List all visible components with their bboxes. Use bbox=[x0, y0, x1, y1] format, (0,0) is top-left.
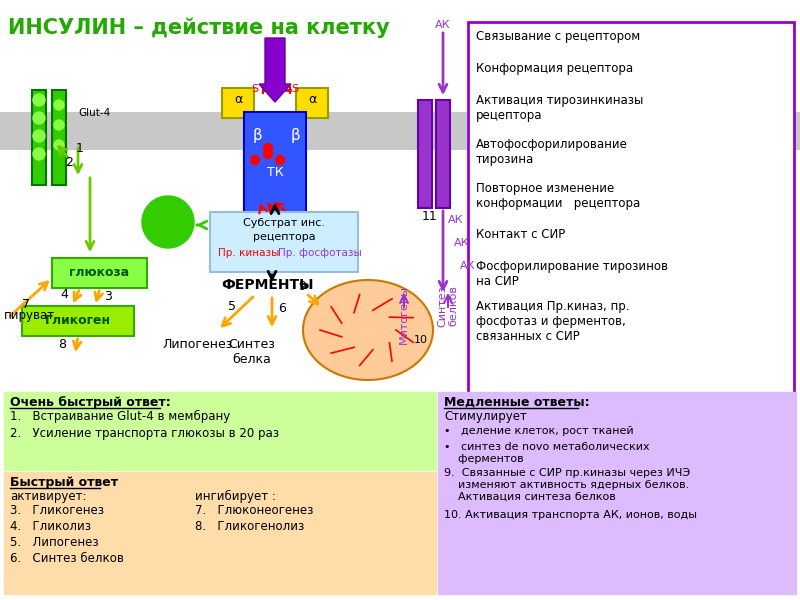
FancyBboxPatch shape bbox=[52, 258, 147, 288]
Text: Синтез
белка: Синтез белка bbox=[229, 338, 275, 366]
Text: Стимулирует: Стимулирует bbox=[444, 410, 527, 423]
Circle shape bbox=[33, 130, 45, 142]
Text: активирует:: активирует: bbox=[10, 490, 86, 503]
Text: 6: 6 bbox=[278, 301, 286, 314]
FancyBboxPatch shape bbox=[32, 90, 46, 185]
Text: Активация тирозинкиназы
рецептора: Активация тирозинкиназы рецептора bbox=[476, 94, 643, 122]
Text: •   синтез de novo метаболических
    ферментов: • синтез de novo метаболических ферменто… bbox=[444, 442, 650, 464]
Text: Митогены: Митогены bbox=[399, 285, 409, 344]
Text: Быстрый ответ: Быстрый ответ bbox=[10, 476, 118, 489]
Text: β: β bbox=[253, 128, 263, 143]
Text: 7: 7 bbox=[22, 298, 30, 311]
Text: 8.   Гликогенолиз: 8. Гликогенолиз bbox=[195, 520, 304, 533]
Text: 9.  Связанные с СИР пр.киназы через ИЧЭ
    изменяют активность ядерных белков.
: 9. Связанные с СИР пр.киназы через ИЧЭ и… bbox=[444, 468, 690, 501]
Text: 1.   Встраивание Glut-4 в мембрану: 1. Встраивание Glut-4 в мембрану bbox=[10, 410, 230, 423]
Text: 9: 9 bbox=[298, 280, 306, 293]
FancyBboxPatch shape bbox=[436, 100, 450, 208]
Circle shape bbox=[33, 148, 45, 160]
FancyBboxPatch shape bbox=[52, 90, 66, 185]
FancyBboxPatch shape bbox=[468, 22, 794, 394]
Ellipse shape bbox=[303, 280, 433, 380]
FancyBboxPatch shape bbox=[0, 112, 800, 150]
FancyBboxPatch shape bbox=[418, 100, 432, 208]
FancyBboxPatch shape bbox=[296, 88, 328, 118]
Circle shape bbox=[275, 155, 285, 164]
Text: Конформация рецептора: Конформация рецептора bbox=[476, 62, 633, 75]
Text: ТК: ТК bbox=[266, 166, 283, 179]
Text: Активация Пр.киназ, пр.
фосфотаз и ферментов,
связанных с СИР: Активация Пр.киназ, пр. фосфотаз и ферме… bbox=[476, 300, 630, 343]
Text: Липогенез: Липогенез bbox=[162, 338, 232, 351]
Text: АК: АК bbox=[448, 215, 463, 225]
Text: Субстрат инс.: Субстрат инс. bbox=[243, 218, 325, 228]
Text: α: α bbox=[308, 93, 316, 106]
Text: 10. Активация транспорта АК, ионов, воды: 10. Активация транспорта АК, ионов, воды bbox=[444, 510, 697, 520]
Text: Пр. киназы: Пр. киназы bbox=[218, 248, 279, 258]
Text: Гликоген: Гликоген bbox=[45, 314, 111, 328]
FancyBboxPatch shape bbox=[4, 392, 436, 470]
Text: Медленные ответы:: Медленные ответы: bbox=[444, 396, 590, 409]
FancyBboxPatch shape bbox=[4, 472, 436, 594]
Text: 11: 11 bbox=[422, 210, 438, 223]
FancyBboxPatch shape bbox=[210, 212, 358, 272]
Text: АК: АК bbox=[460, 261, 475, 271]
Circle shape bbox=[33, 112, 45, 124]
FancyBboxPatch shape bbox=[222, 88, 254, 118]
Text: 3: 3 bbox=[104, 289, 112, 302]
FancyBboxPatch shape bbox=[22, 306, 134, 336]
Text: АК: АК bbox=[435, 20, 450, 30]
Text: Синтез
белков: Синтез белков bbox=[437, 285, 459, 326]
Circle shape bbox=[142, 196, 194, 248]
Text: Связывание с рецептором: Связывание с рецептором bbox=[476, 30, 640, 43]
FancyBboxPatch shape bbox=[438, 392, 796, 594]
Text: Пр. фосфотазы: Пр. фосфотазы bbox=[278, 248, 362, 258]
Circle shape bbox=[54, 100, 64, 110]
Circle shape bbox=[263, 149, 273, 158]
Circle shape bbox=[263, 143, 273, 152]
Text: 10: 10 bbox=[414, 335, 428, 345]
FancyBboxPatch shape bbox=[244, 112, 306, 212]
Text: Повторное изменение
конформации   рецептора: Повторное изменение конформации рецептор… bbox=[476, 182, 640, 210]
Text: рецептора: рецептора bbox=[253, 232, 315, 242]
Text: Glut-4: Glut-4 bbox=[78, 108, 110, 118]
Text: •   деление клеток, рост тканей: • деление клеток, рост тканей bbox=[444, 426, 634, 436]
Text: 7.   Глюконеогенез: 7. Глюконеогенез bbox=[195, 504, 314, 517]
Text: Контакт с СИР: Контакт с СИР bbox=[476, 228, 566, 241]
Text: пируват: пируват bbox=[4, 308, 55, 322]
Text: 8: 8 bbox=[58, 337, 66, 350]
Text: глюкоза: глюкоза bbox=[69, 266, 129, 280]
Text: 5: 5 bbox=[228, 299, 236, 313]
Text: ИНСУЛИН – действие на клетку: ИНСУЛИН – действие на клетку bbox=[8, 18, 390, 38]
Text: β: β bbox=[291, 128, 301, 143]
Text: 3.   Гликогенез: 3. Гликогенез bbox=[10, 504, 104, 517]
Text: S: S bbox=[291, 84, 298, 94]
Text: Фосфорилирование тирозинов
на СИР: Фосфорилирование тирозинов на СИР bbox=[476, 260, 668, 288]
Text: АК: АК bbox=[454, 238, 470, 248]
Text: ингибирует :: ингибирует : bbox=[195, 490, 276, 503]
Text: 4: 4 bbox=[60, 287, 68, 301]
Text: α: α bbox=[234, 93, 242, 106]
Text: 2: 2 bbox=[65, 155, 73, 169]
Circle shape bbox=[33, 94, 45, 106]
Circle shape bbox=[54, 140, 64, 150]
Circle shape bbox=[54, 120, 64, 130]
Text: S: S bbox=[251, 84, 258, 94]
Text: ФЕРМЕНТЫ: ФЕРМЕНТЫ bbox=[222, 278, 314, 292]
Text: 5.   Липогенез: 5. Липогенез bbox=[10, 536, 98, 549]
Text: 2.   Усиление транспорта глюкозы в 20 раз: 2. Усиление транспорта глюкозы в 20 раз bbox=[10, 427, 279, 440]
Text: Очень быстрый ответ:: Очень быстрый ответ: bbox=[10, 396, 170, 409]
Text: 6.   Синтез белков: 6. Синтез белков bbox=[10, 552, 124, 565]
Text: Автофосфорилирование
тирозина: Автофосфорилирование тирозина bbox=[476, 138, 628, 166]
Text: 1: 1 bbox=[76, 142, 84, 154]
FancyArrow shape bbox=[259, 38, 291, 102]
Text: 4.   Гликолиз: 4. Гликолиз bbox=[10, 520, 91, 533]
Circle shape bbox=[250, 155, 259, 164]
